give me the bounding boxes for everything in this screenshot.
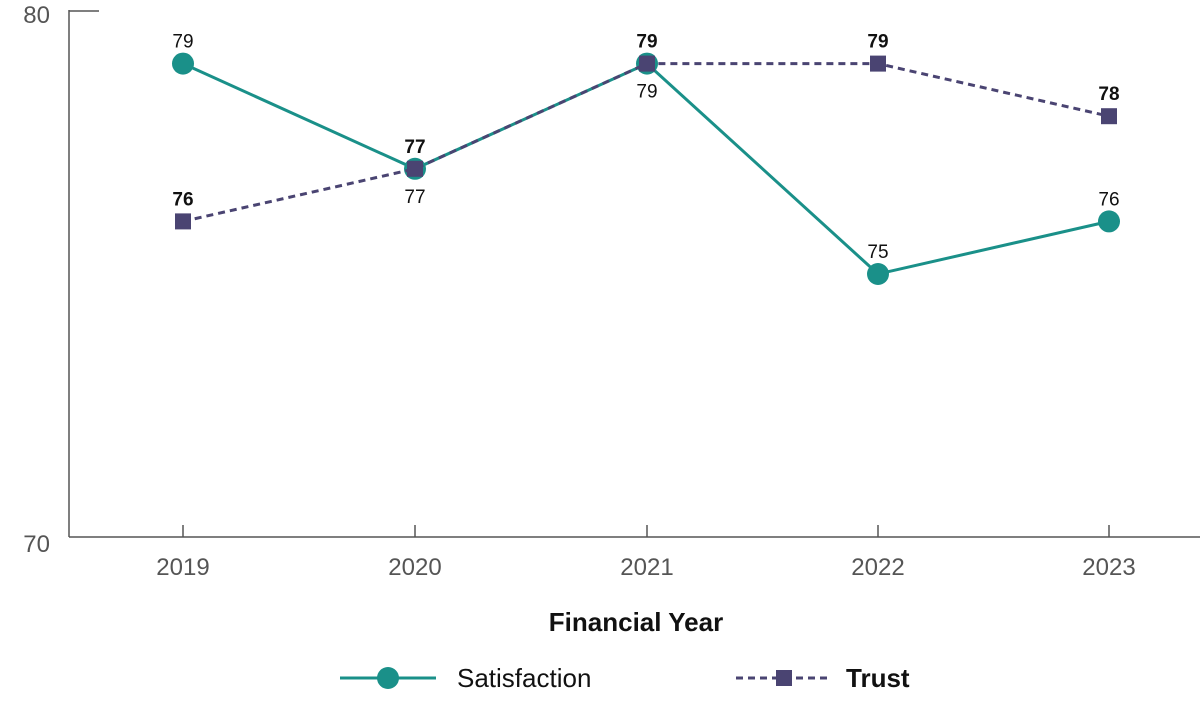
satisfaction-data-label: 76 <box>1098 189 1119 210</box>
data-labels: 79 77 79 75 76 76 77 79 79 78 <box>172 32 1119 263</box>
x-tick-label: 2022 <box>851 554 904 581</box>
satisfaction-data-label: 77 <box>404 187 425 208</box>
y-tick-label-bottom: 70 <box>23 531 50 558</box>
legend-trust-label: Trust <box>846 663 910 693</box>
legend-trust-marker <box>776 670 792 686</box>
legend: Satisfaction Trust <box>340 663 910 693</box>
x-axis-title: Financial Year <box>549 607 723 637</box>
x-ticks: 2019 2020 2021 2022 2023 <box>156 525 1136 581</box>
trust-data-label: 79 <box>636 32 657 53</box>
satisfaction-point <box>1098 210 1120 233</box>
trust-point <box>407 160 423 177</box>
satisfaction-point <box>172 52 194 75</box>
trust-data-label: 78 <box>1098 84 1119 105</box>
trust-point <box>175 213 191 230</box>
x-tick-label: 2023 <box>1082 554 1135 581</box>
legend-satisfaction-label: Satisfaction <box>457 663 591 693</box>
satisfaction-data-label: 79 <box>172 32 193 53</box>
series-layer <box>172 52 1120 285</box>
y-tick-label-top: 80 <box>23 2 50 29</box>
satisfaction-data-label: 79 <box>636 82 657 103</box>
legend-item-trust: Trust <box>736 663 910 693</box>
trust-data-label: 77 <box>404 137 425 158</box>
x-tick-label: 2019 <box>156 554 209 581</box>
x-tick-label: 2020 <box>388 554 441 581</box>
trust-point <box>1101 108 1117 125</box>
x-tick-label: 2021 <box>620 554 673 581</box>
legend-satisfaction-marker <box>377 667 399 689</box>
trust-data-label: 79 <box>867 32 888 53</box>
legend-item-satisfaction: Satisfaction <box>340 663 591 693</box>
trust-point <box>639 55 655 72</box>
satisfaction-data-label: 75 <box>867 242 888 263</box>
satisfaction-point <box>867 263 889 285</box>
trust-point <box>870 55 886 72</box>
trust-data-label: 76 <box>172 189 193 210</box>
